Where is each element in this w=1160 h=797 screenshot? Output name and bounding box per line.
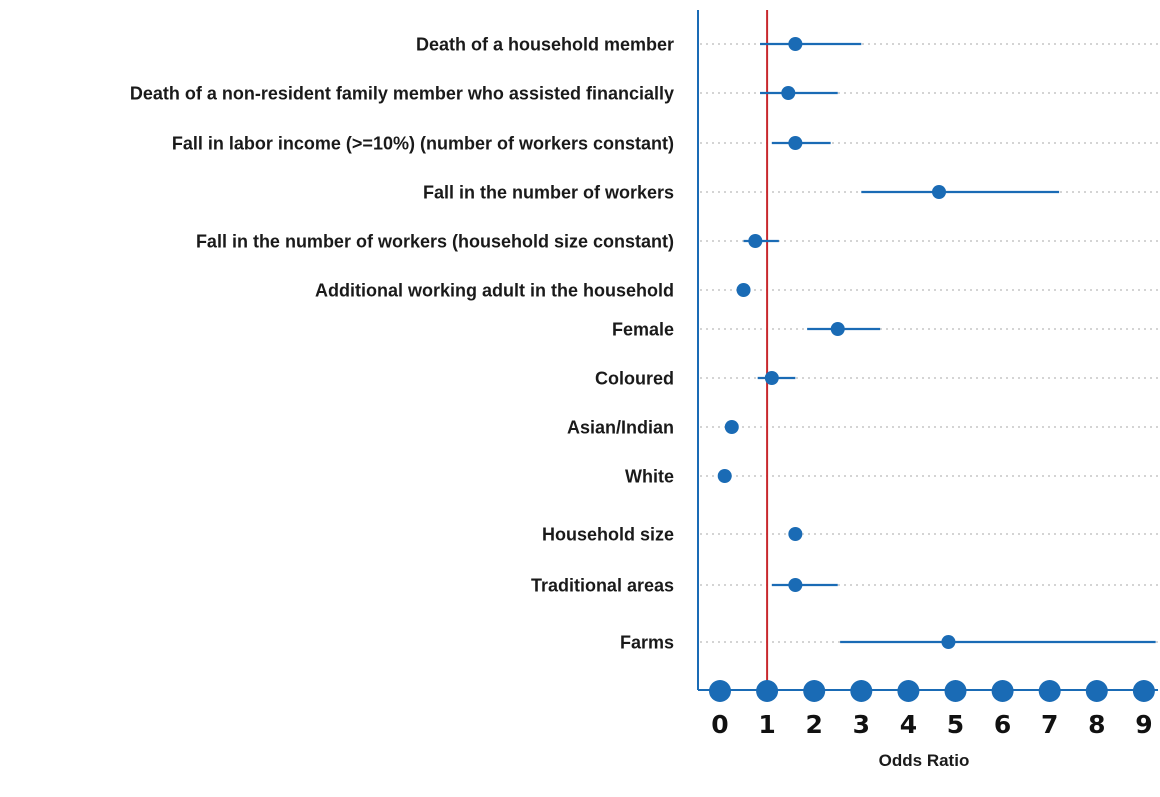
- category-label: White: [625, 467, 674, 487]
- category-label: Death of a non-resident family member wh…: [130, 84, 674, 104]
- category-label: Death of a household member: [416, 35, 674, 55]
- x-tick-label: 4: [900, 710, 917, 739]
- x-axis-title: Odds Ratio: [879, 751, 970, 770]
- odds-ratio-point: [736, 283, 751, 297]
- odds-ratio-point: [781, 86, 796, 100]
- x-tick-mark: [850, 680, 873, 702]
- category-labels: Death of a household member Death of a no…: [130, 35, 674, 653]
- category-label: Coloured: [595, 369, 674, 389]
- x-tick-label: 6: [994, 710, 1011, 739]
- category-label: Fall in the number of workers: [423, 183, 674, 203]
- odds-ratio-point: [724, 420, 739, 434]
- category-label: Farms: [620, 633, 674, 653]
- category-label: Fall in the number of workers (household…: [196, 232, 674, 252]
- odds-ratio-point: [717, 469, 732, 483]
- x-tick-label: 1: [758, 710, 775, 739]
- x-tick-mark: [991, 680, 1014, 702]
- x-axis-ticks: 0 1 2 3 4 5 6 7 8 9: [709, 680, 1155, 739]
- x-tick-label: 0: [711, 710, 728, 739]
- odds-ratio-point: [788, 578, 803, 592]
- odds-ratio-point: [830, 322, 845, 336]
- odds-ratio-point: [941, 635, 956, 649]
- x-tick-mark: [1132, 680, 1155, 702]
- odds-ratio-point: [788, 527, 803, 541]
- confidence-intervals: [722, 42, 1156, 644]
- odds-ratio-point: [932, 185, 947, 199]
- x-tick-mark: [756, 680, 779, 702]
- odds-ratio-points: [717, 37, 956, 649]
- x-tick-mark: [897, 680, 920, 702]
- odds-ratio-point: [788, 136, 803, 150]
- odds-ratio-point: [788, 37, 803, 51]
- x-tick-label: 7: [1041, 710, 1058, 739]
- odds-ratio-point: [764, 371, 779, 385]
- x-tick-mark: [944, 680, 967, 702]
- x-tick-mark: [1085, 680, 1108, 702]
- category-label: Additional working adult in the househol…: [315, 281, 674, 301]
- grid-lines: [700, 43, 1158, 643]
- x-tick-mark: [803, 680, 826, 702]
- x-tick-label: 5: [947, 710, 964, 739]
- category-label: Asian/Indian: [567, 418, 674, 438]
- x-tick-label: 9: [1135, 710, 1152, 739]
- x-tick-mark: [709, 680, 731, 702]
- odds-ratio-point: [748, 234, 763, 248]
- category-label: Female: [612, 320, 674, 340]
- x-tick-mark: [1038, 680, 1061, 702]
- x-tick-label: 8: [1088, 710, 1105, 739]
- x-tick-label: 2: [805, 710, 822, 739]
- category-label: Household size: [542, 525, 674, 545]
- category-label: Fall in labor income (>=10%) (number of …: [172, 134, 674, 154]
- x-tick-label: 3: [853, 710, 870, 739]
- category-label: Traditional areas: [531, 576, 674, 596]
